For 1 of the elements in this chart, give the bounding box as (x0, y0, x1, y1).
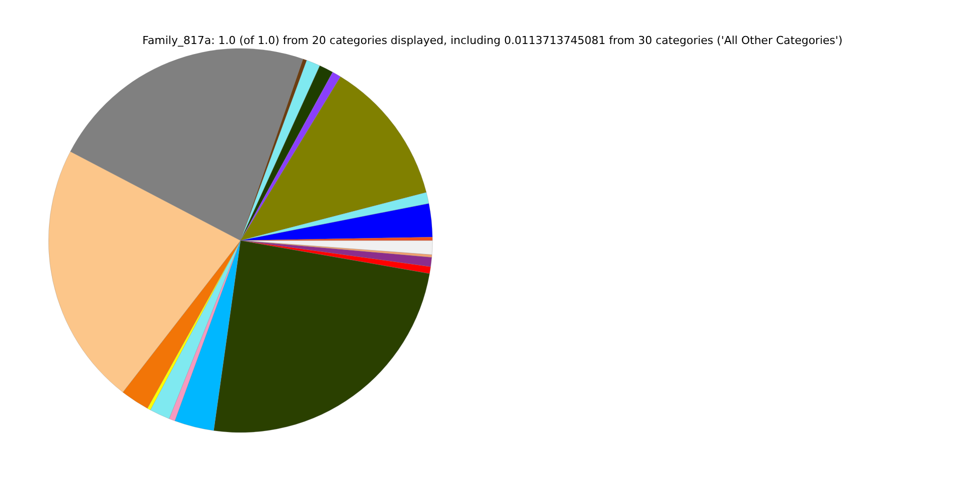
text: Family_817a: 1.0 (of 1.0) from 20 categories displayed, including 0.0113713745081 from 30 categories ('All Other Categories') (142, 34, 843, 47)
